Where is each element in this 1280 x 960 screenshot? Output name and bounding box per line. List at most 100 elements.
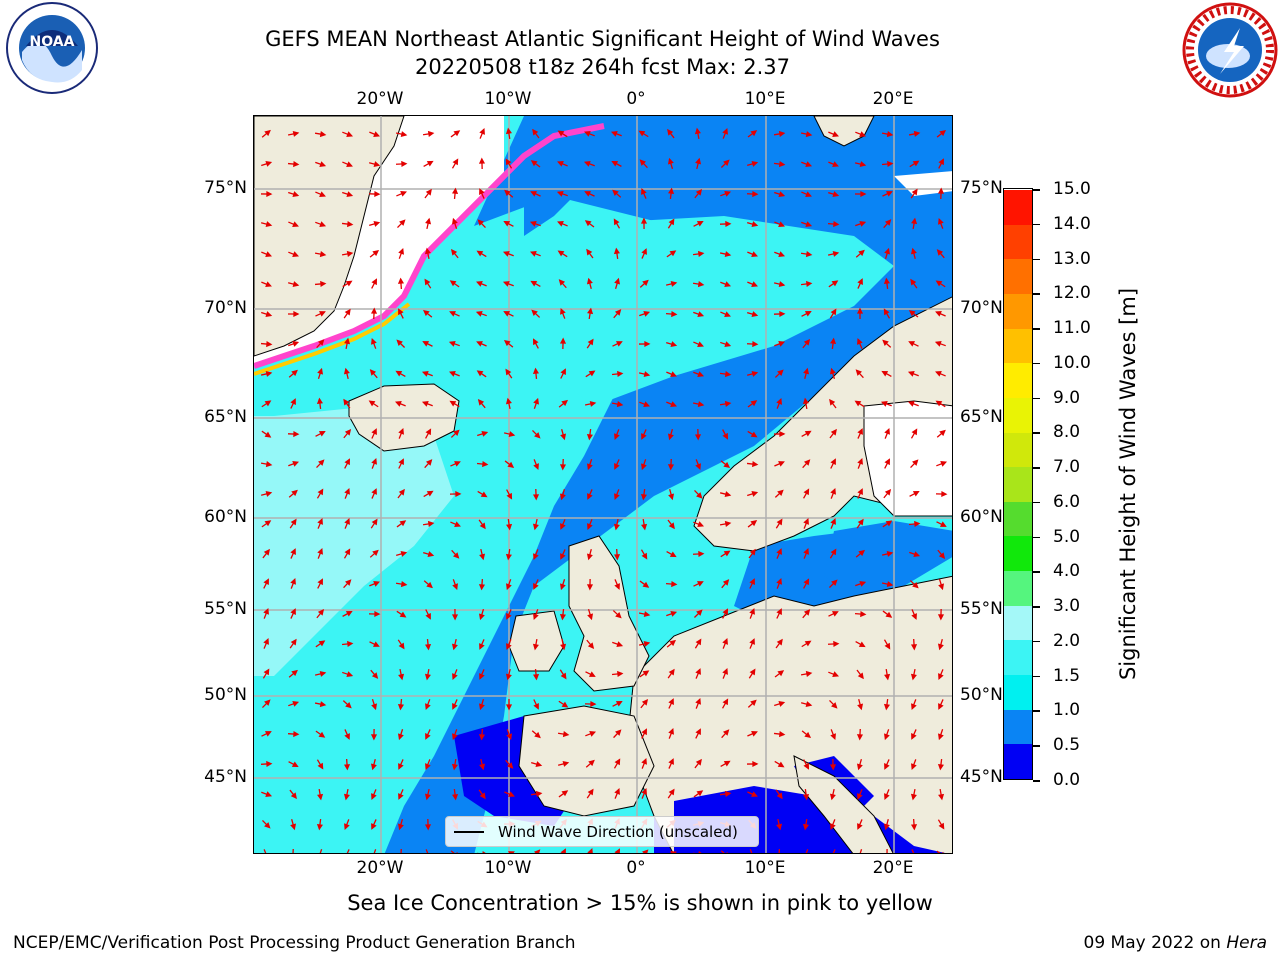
- wave-direction-arrowhead: [830, 458, 836, 466]
- wave-direction-arrowhead: [479, 643, 485, 650]
- wave-direction-arrowhead: [939, 129, 947, 137]
- wave-direction-arrowhead: [561, 790, 569, 797]
- wave-direction-arrowhead: [724, 400, 732, 407]
- wave-direction-arrowhead: [476, 341, 483, 347]
- wave-direction-arrowhead: [805, 161, 813, 167]
- wave-direction-arrow: [425, 849, 429, 853]
- wave-direction-arrowhead: [265, 221, 273, 228]
- wave-direction-arrowhead: [369, 369, 377, 376]
- lat-tick-right-3: 65°N: [960, 407, 1003, 427]
- wave-direction-arrowhead: [371, 428, 377, 435]
- wave-direction-arrowhead: [290, 792, 297, 800]
- wave-direction-arrowhead: [505, 368, 512, 376]
- wave-direction-arrowhead: [750, 431, 758, 438]
- wave-direction-arrowhead: [502, 281, 510, 287]
- wave-direction-arrowhead: [831, 579, 838, 586]
- wave-direction-arrowhead: [292, 701, 300, 707]
- wave-direction-arrowhead: [805, 131, 813, 138]
- wave-direction-arrowhead: [668, 493, 675, 501]
- wave-direction-arrowhead: [506, 643, 512, 650]
- wave-direction-arrowhead: [424, 247, 431, 255]
- colorbar-tick-label: 14.0: [1053, 213, 1091, 234]
- wave-direction-arrowhead: [805, 191, 812, 197]
- wave-direction-arrowhead: [344, 733, 350, 740]
- wave-direction-arrowhead: [908, 341, 916, 347]
- wave-direction-arrowhead: [479, 763, 486, 771]
- colorbar-tick-label: 5.0: [1053, 526, 1081, 547]
- wave-direction-arrowhead: [371, 278, 377, 286]
- wave-direction-arrowhead: [293, 310, 300, 318]
- wave-direction-arrowhead: [560, 368, 566, 376]
- wave-direction-arrowhead: [722, 698, 729, 706]
- wave-direction-arrowhead: [265, 791, 273, 797]
- wave-direction-arrowhead: [776, 518, 783, 526]
- wave-direction-arrowhead: [560, 523, 566, 530]
- colorbar-tick-label: 8.0: [1053, 422, 1081, 443]
- sea-ice-note: Sea Ice Concentration > 15% is shown in …: [347, 891, 933, 915]
- wave-direction-arrowhead: [639, 159, 646, 166]
- wave-direction-arrowhead: [858, 549, 865, 557]
- wave-direction-arrowhead: [642, 279, 649, 287]
- wave-direction-arrowhead: [884, 458, 890, 466]
- wave-direction-arrowhead: [803, 518, 809, 525]
- wave-direction-arrowhead: [857, 793, 863, 800]
- wave-direction-arrowhead: [292, 281, 300, 288]
- wave-height-map[interactable]: [253, 115, 953, 854]
- wave-direction-arrowhead: [617, 670, 624, 678]
- wave-direction-arrowhead: [911, 763, 917, 771]
- colorbar-tick-mark: [1033, 501, 1040, 504]
- wave-direction-arrowhead: [777, 489, 784, 496]
- wave-direction-arrowhead: [749, 638, 755, 645]
- wave-direction-arrowhead: [319, 221, 327, 227]
- wave-direction-arrowhead: [803, 367, 810, 375]
- wave-direction-arrowhead: [587, 788, 594, 796]
- wave-direction-arrowhead: [668, 758, 674, 765]
- wave-direction-arrowhead: [752, 340, 759, 348]
- colorbar-tick-mark: [1033, 745, 1040, 747]
- wave-direction-arrowhead: [805, 701, 813, 708]
- colorbar-segment: [1004, 674, 1032, 710]
- lon-tick-bottom-3: 0°: [626, 858, 646, 878]
- wave-direction-arrowhead: [559, 583, 566, 591]
- colorbar-segment: [1004, 224, 1032, 260]
- wave-direction-arrowhead: [640, 493, 647, 501]
- wave-direction-arrowhead: [400, 581, 408, 588]
- wave-direction-arrow: [477, 852, 479, 853]
- wave-direction-arrowhead: [398, 308, 404, 316]
- wave-direction-arrowhead: [263, 607, 269, 615]
- wave-direction-arrowhead: [751, 311, 759, 318]
- colorbar-segment: [1004, 639, 1032, 676]
- wave-direction-arrowhead: [398, 458, 404, 466]
- wave-direction-arrowhead: [317, 367, 324, 375]
- wave-direction-arrowhead: [317, 518, 323, 525]
- wave-direction-arrowhead: [452, 793, 459, 801]
- wave-direction-arrowhead: [344, 488, 350, 495]
- wave-direction-arrowhead: [908, 310, 916, 317]
- wave-direction-arrowhead: [370, 307, 378, 314]
- lat-tick-left-3: 65°N: [204, 407, 247, 427]
- wave-direction-arrowhead: [343, 367, 350, 375]
- wave-direction-arrowhead: [613, 523, 620, 531]
- wave-direction-arrowhead: [642, 849, 649, 853]
- colorbar-tick-mark: [1033, 189, 1040, 191]
- wave-direction-arrowhead: [477, 219, 484, 226]
- colorbar-segment: [1004, 432, 1032, 468]
- wave-direction-arrowhead: [698, 851, 702, 853]
- wave-direction-arrowhead: [805, 251, 813, 258]
- wave-direction-arrowhead: [641, 433, 647, 440]
- wave-direction-arrowhead: [264, 520, 272, 527]
- wave-direction-arrowhead: [938, 158, 944, 166]
- wave-direction-arrowhead: [804, 311, 812, 317]
- lon-tick-top-1: 20°W: [356, 89, 404, 109]
- wave-direction-arrowhead: [616, 641, 624, 648]
- colorbar-tick-label: 10.0: [1053, 352, 1091, 373]
- wave-direction-arrowhead: [317, 762, 324, 770]
- wave-direction-arrowhead: [614, 309, 622, 316]
- colorbar-tick-mark: [1033, 710, 1040, 712]
- wave-direction-arrowhead: [292, 130, 300, 137]
- wave-direction-arrowhead: [942, 851, 944, 853]
- wave-direction-arrowhead: [449, 280, 457, 287]
- wave-direction-arrowhead: [587, 613, 594, 621]
- wave-direction-arrowhead: [478, 703, 485, 711]
- wave-direction-arrowhead: [292, 191, 300, 198]
